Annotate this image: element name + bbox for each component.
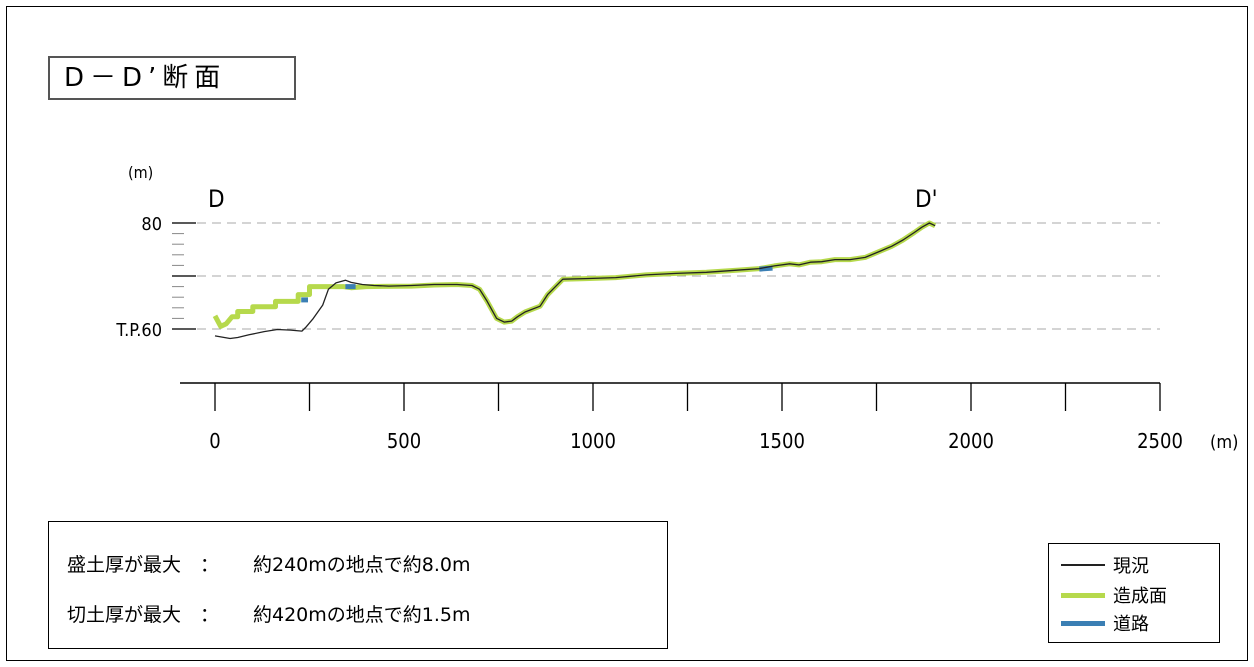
legend-label-road: 道路 — [1113, 614, 1149, 635]
x-tick-label: 2000 — [948, 429, 994, 453]
y-unit-label: (m) — [128, 163, 153, 182]
series-line-ground — [214, 222, 936, 340]
x-tick-label: 1500 — [759, 429, 805, 453]
x-tick-label: 1000 — [570, 429, 616, 453]
legend-item-ground: 現況 — [1061, 552, 1149, 578]
y-tick-label: 80 — [141, 214, 162, 235]
legend-item-road: 道路 — [1061, 610, 1149, 636]
legend-item-grading: 造成面 — [1061, 582, 1167, 608]
legend-swatch-grading — [1061, 592, 1105, 598]
start-point-label: D — [208, 185, 225, 213]
note-cut-label: 切土厚が最大 ： — [67, 604, 220, 626]
legend-label-ground: 現況 — [1113, 556, 1149, 577]
section-title: D－D’断面 — [48, 56, 296, 100]
y-tick-label: T.P.60 — [115, 320, 162, 341]
legend-swatch-ground — [1061, 564, 1105, 566]
series-line-grading — [212, 220, 937, 329]
x-tick-label: 0 — [209, 429, 220, 453]
x-tick-label: 2500 — [1137, 429, 1183, 453]
legend: 現況 造成面 道路 — [1048, 543, 1220, 643]
x-unit-label: (m) — [1210, 432, 1238, 453]
x-tick-label: 500 — [387, 429, 421, 453]
legend-label-grading: 造成面 — [1113, 586, 1167, 607]
end-point-label: D' — [915, 185, 938, 213]
notes-box: 盛土厚が最大 ： 約240mの地点で約8.0m 切土厚が最大 ： 約420mの地… — [48, 521, 668, 649]
note-cut-value: 約420mの地点で約1.5m — [253, 604, 471, 626]
series-segment-road — [759, 265, 773, 272]
note-fill-value: 約240mの地点で約8.0m — [253, 554, 471, 576]
figure-frame — [6, 6, 1248, 661]
note-fill-label: 盛土厚が最大 ： — [67, 554, 220, 576]
note-cut-max: 切土厚が最大 ： 約420mの地点で約1.5m — [67, 600, 471, 627]
note-fill-max: 盛土厚が最大 ： 約240mの地点で約8.0m — [67, 550, 471, 577]
legend-swatch-road — [1061, 620, 1105, 626]
